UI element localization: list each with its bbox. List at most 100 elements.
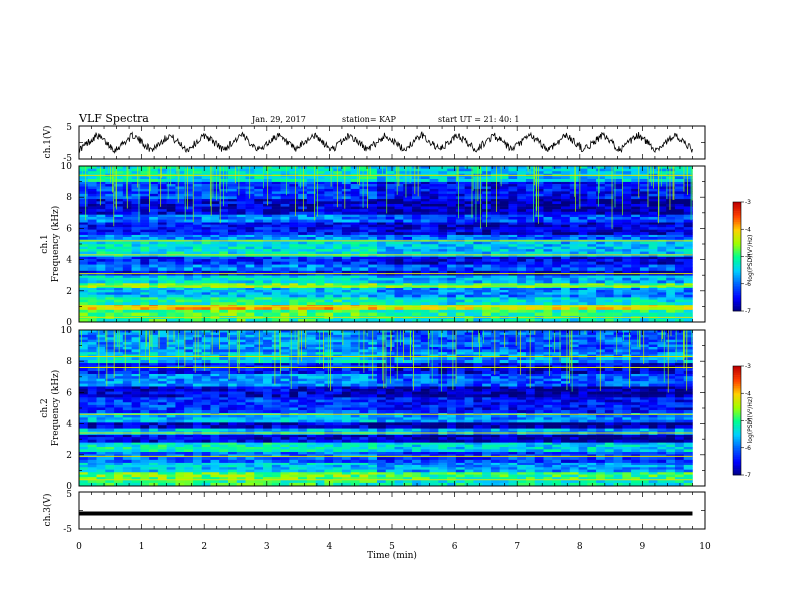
ch1-spec-cell [157, 193, 167, 197]
ch1-spec-cell [666, 191, 676, 195]
ch1-spec-cell [639, 232, 649, 235]
ch2-spec-cell [508, 471, 518, 475]
ch1-spec-cell [525, 176, 536, 180]
ch2-spec-cell [455, 479, 465, 484]
ch1-spec-cell [569, 309, 579, 313]
ch1-spec-cell [254, 290, 264, 293]
ch1-spec-cell [350, 241, 360, 245]
ch1-spec-cell [447, 309, 457, 313]
ch1-spec-cell [596, 249, 606, 252]
ch1-spec-cell [131, 264, 141, 268]
ch1-spec-cell [499, 302, 509, 306]
ch1-spec-cell [350, 292, 360, 295]
ch1-spec-cell [385, 251, 395, 255]
ch1-spec-cell [350, 277, 360, 281]
ch1-spec-cell [385, 206, 395, 210]
ch1-spec-cell [455, 259, 465, 262]
ch1-spec-cell [552, 297, 562, 300]
ch1-spec-cell [149, 166, 159, 169]
ch1-spec-cell [596, 166, 606, 169]
ch1-spec-cell [499, 232, 509, 235]
ch1-spec-cell [350, 236, 360, 240]
ch1-spec-cell [219, 209, 229, 213]
ch1-spec-cell [140, 249, 150, 252]
ch1-spec-cell [105, 193, 115, 197]
ch1-spec-cell [578, 203, 588, 207]
ch2-spec-cell [96, 482, 106, 487]
ch1-spec-cell [210, 166, 220, 169]
ch1-spec-cell [683, 176, 693, 180]
ch1-spec-cell [96, 234, 106, 238]
ch1-spec-cell [315, 259, 325, 262]
ch1-spec-cell [315, 261, 325, 265]
ch1-spec-cell [184, 216, 194, 220]
ch1-spec-cell [525, 224, 536, 228]
ch1-spec-cell [613, 297, 623, 300]
ch1-spec-cell [394, 227, 404, 230]
ch1-spec-cell [175, 188, 185, 192]
ch1-spec-cell [490, 275, 500, 279]
ch1-spec-cell [157, 297, 167, 300]
ch1-spec-cell [79, 196, 89, 200]
ch1-spec-cell [175, 179, 185, 182]
ch1-spec-cell [525, 244, 536, 247]
ch1-spec-cell [622, 206, 632, 210]
ch1-spec-cell [420, 216, 430, 220]
ch1-spec-cell [543, 312, 553, 317]
ch1-spec-cell [438, 264, 448, 268]
ch1-spec-cell [289, 256, 299, 260]
ch1-spec-cell [350, 219, 360, 223]
ch1-spec-cell [333, 294, 343, 298]
ch1-spec-cell [184, 259, 194, 262]
ch1-spec-cell [412, 191, 422, 195]
ch1-spec-cell [561, 302, 571, 306]
ch1-spec-cell [219, 297, 229, 300]
ch1-spec-cell [368, 198, 378, 202]
ch1-spec-cell [631, 176, 641, 180]
ch1-spec-cell [298, 302, 308, 306]
ch1-colorbar-segment [733, 260, 741, 263]
ch1-spec-cell [447, 280, 457, 284]
ch1-spec-cell [447, 224, 457, 228]
ch1-spec-cell [639, 216, 649, 220]
ch1-spec-cell [280, 249, 290, 252]
ch2-spec-cell [368, 479, 378, 484]
ch1-spec-cell [639, 251, 649, 255]
ch1-spec-cell [429, 171, 439, 175]
ch1-spec-cell [657, 186, 667, 190]
ch1-spec-cell [648, 280, 658, 284]
ch1-spec-cell [201, 209, 211, 213]
ch1-spec-cell [490, 234, 500, 238]
ch1-spec-cell [131, 318, 141, 323]
ch1-spec-cell [578, 299, 588, 303]
ch1-spec-cell [96, 272, 106, 276]
ch1-spec-cell [157, 224, 167, 228]
ch1-spec-cell [245, 214, 255, 218]
ch1-spec-cell [648, 188, 658, 192]
ch1-spec-cell [464, 283, 474, 286]
ch1-spec-cell [666, 275, 676, 279]
ch1-spec-cell [543, 191, 553, 195]
ch1-spec-cell [403, 285, 413, 288]
ch1-spec-cell [376, 280, 387, 284]
ch1-spec-cell [324, 203, 334, 207]
ch1-spec-cell [499, 179, 509, 182]
ch1-spec-cell [245, 234, 255, 238]
ch1-spec-cell [350, 251, 360, 255]
ch1-spec-cell [263, 203, 273, 207]
ch1-spec-cell [666, 272, 676, 276]
ch1-spec-cell [385, 283, 395, 286]
ch1-spec-cell [114, 214, 124, 218]
ch1-spec-cell [578, 188, 588, 192]
ch1-spec-cell [622, 267, 632, 271]
ch1-colorbar-segment [733, 303, 741, 306]
ch1-spec-cell [280, 256, 290, 260]
ch2-spec-cell [464, 471, 474, 475]
ch1-spec-cell [622, 318, 632, 323]
ch1-spec-cell [201, 285, 211, 288]
ch1-spec-cell [341, 191, 351, 195]
ch1-spec-cell [420, 312, 430, 317]
ch1-spec-cell [657, 302, 667, 306]
ch1-spec-cell [499, 203, 509, 207]
ch1-spec-cell [517, 201, 527, 205]
